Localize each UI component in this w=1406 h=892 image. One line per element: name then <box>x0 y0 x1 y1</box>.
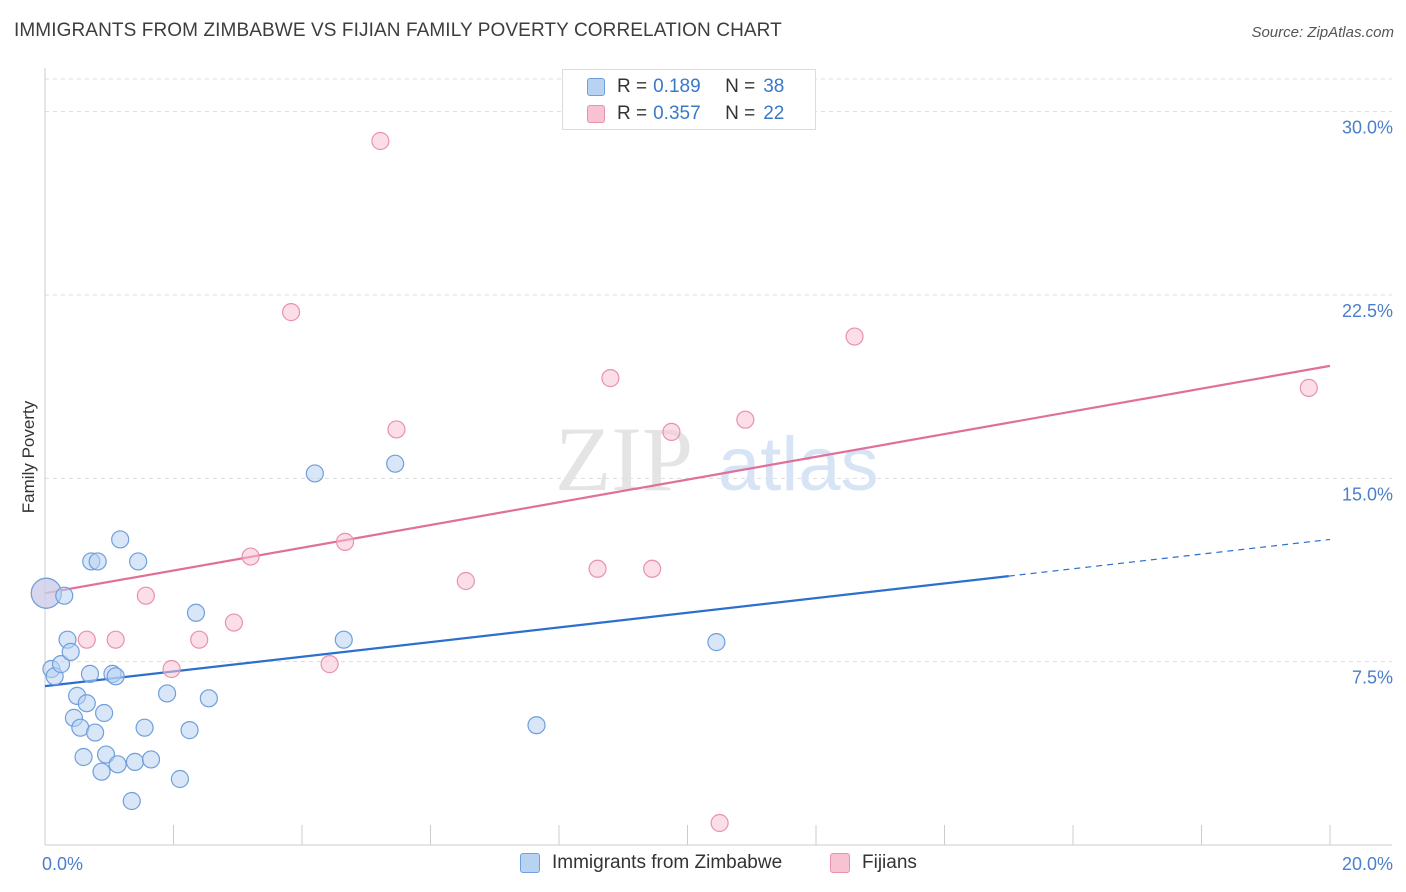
point-fijians <box>643 559 662 578</box>
trend-line-zimbabwe <box>44 575 1009 688</box>
point-zimbabwe <box>61 642 80 661</box>
point-fijians <box>456 571 475 591</box>
point-zimbabwe <box>96 745 116 764</box>
point-zimbabwe <box>86 723 105 742</box>
point-zimbabwe <box>170 769 190 789</box>
watermark-atlas: atlas <box>718 422 879 507</box>
watermark: ZIP atlas <box>555 408 879 510</box>
point-zimbabwe <box>55 586 74 605</box>
point-zimbabwe <box>135 718 154 737</box>
y-axis-label: Family Poverty <box>19 400 38 513</box>
data-points <box>30 131 1318 833</box>
point-zimbabwe <box>106 667 125 686</box>
point-fijians <box>387 420 406 439</box>
point-fijians <box>601 369 620 388</box>
legend-swatch-blue <box>587 78 605 96</box>
point-zimbabwe <box>129 552 148 571</box>
y-tick-label: 22.5% <box>1342 301 1393 321</box>
axes <box>44 68 1392 846</box>
point-zimbabwe <box>51 655 71 674</box>
legend-r-value: 0.357 <box>653 103 701 124</box>
point-fijians <box>281 303 301 322</box>
point-fijians <box>77 630 96 649</box>
point-fijians <box>335 532 355 551</box>
legend-item-fijians[interactable]: Fijians <box>830 852 917 874</box>
point-fijians <box>662 422 681 441</box>
point-fijians <box>710 813 729 833</box>
point-zimbabwe <box>180 721 199 740</box>
point-fijians <box>588 559 607 578</box>
x-tick-label: 0.0% <box>42 854 83 874</box>
point-zimbabwe <box>95 703 114 723</box>
point-zimbabwe <box>199 689 218 708</box>
point-zimbabwe <box>334 630 353 649</box>
point-fijians <box>224 613 243 632</box>
y-tick-label: 15.0% <box>1342 484 1393 504</box>
point-zimbabwe <box>122 791 141 811</box>
legend-item-zimbabwe[interactable]: Immigrants from Zimbabwe <box>520 852 782 874</box>
point-zimbabwe <box>111 530 130 549</box>
legend-n-label: N = <box>725 103 756 124</box>
x-tick-label: 20.0% <box>1342 854 1393 874</box>
point-fijians <box>371 131 390 151</box>
point-zimbabwe <box>77 694 96 713</box>
y-tick-label: 7.5% <box>1352 668 1393 688</box>
legend-swatch-pink <box>830 853 850 873</box>
legend-row-zimbabwe: R = 0.189 N = 38 <box>587 75 784 99</box>
trend-line-fijians <box>44 364 1331 595</box>
gridlines <box>45 78 1392 663</box>
legend-r-label: R = <box>617 103 648 124</box>
point-zimbabwe <box>157 684 177 703</box>
point-zimbabwe <box>186 603 206 622</box>
point-zimbabwe <box>92 762 111 781</box>
point-fijians <box>320 655 339 674</box>
point-zimbabwe <box>707 633 726 652</box>
point-zimbabwe <box>125 752 145 771</box>
point-fijians <box>241 547 260 566</box>
legend-n-label: N = <box>725 76 756 97</box>
legend-r-label: R = <box>617 76 648 97</box>
legend-n-value: 38 <box>763 76 785 97</box>
legend-swatch-pink <box>587 105 605 123</box>
series-legend: Immigrants from Zimbabwe Fijians <box>0 852 1406 878</box>
point-fijians <box>190 630 209 649</box>
point-fijians <box>106 630 125 649</box>
point-zimbabwe <box>141 750 161 769</box>
point-zimbabwe <box>386 454 405 473</box>
point-fijians <box>736 410 755 429</box>
source-credit: Source: ZipAtlas.com <box>1251 24 1394 41</box>
point-fijians <box>1299 378 1318 397</box>
point-fijians <box>845 327 864 346</box>
legend-label-fijians: Fijians <box>862 852 917 873</box>
point-zimbabwe <box>80 664 100 683</box>
point-zimbabwe <box>88 552 107 571</box>
legend-label-zimbabwe: Immigrants from Zimbabwe <box>552 852 783 873</box>
chart-title: IMMIGRANTS FROM ZIMBABWE VS FIJIAN FAMIL… <box>14 20 782 41</box>
legend-r-value: 0.189 <box>653 76 701 97</box>
point-fijians <box>162 659 181 679</box>
legend-swatch-blue <box>520 853 540 873</box>
stats-legend: R = 0.189 N = 38 R = 0.357 N = 22 <box>562 69 816 130</box>
point-zimbabwe <box>305 464 324 483</box>
point-zimbabwe <box>74 747 93 767</box>
point-zimbabwe <box>527 716 546 735</box>
legend-row-fijians: R = 0.357 N = 22 <box>587 102 784 126</box>
legend-n-value: 22 <box>763 103 785 124</box>
point-fijians <box>136 586 155 605</box>
point-zimbabwe <box>108 755 127 774</box>
tick-labels: 7.5% 15.0% 22.5% 30.0% 0.0% 20.0% <box>42 118 1393 874</box>
y-tick-label: 30.0% <box>1342 118 1393 138</box>
trend-line-zimbabwe-extension <box>1008 538 1331 577</box>
